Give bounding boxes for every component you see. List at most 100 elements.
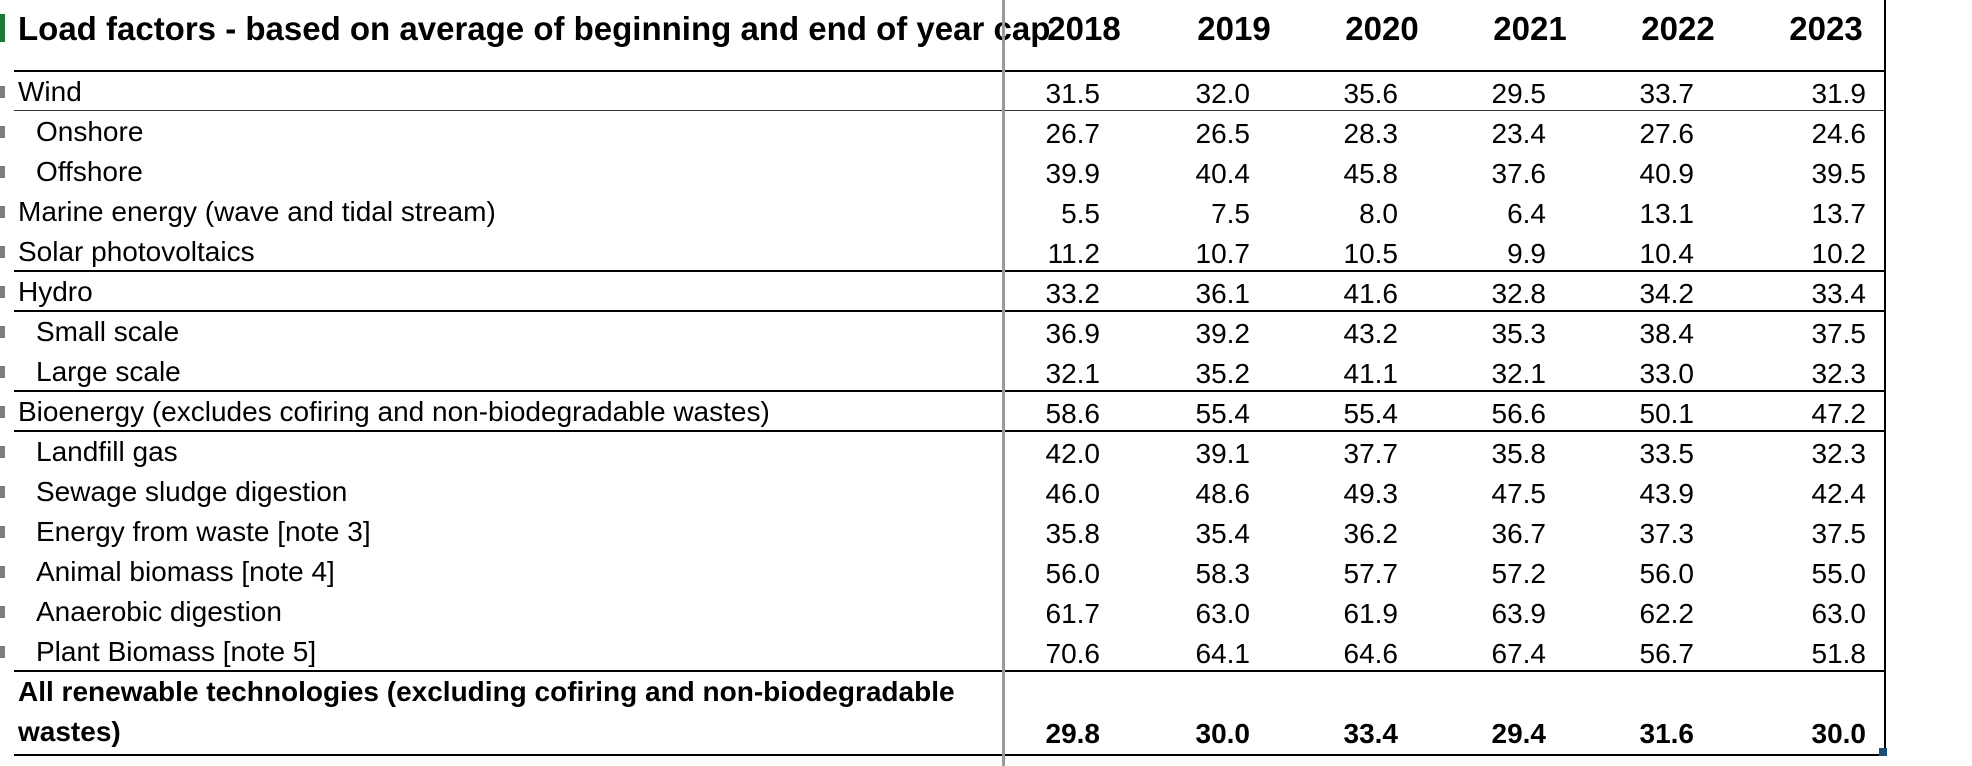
cell-2020[interactable]: 36.2 xyxy=(1343,518,1399,549)
cell-2023[interactable]: 33.4 xyxy=(1811,278,1867,309)
cell-2021[interactable]: 32.1 xyxy=(1491,358,1547,389)
cell-2021[interactable]: 9.9 xyxy=(1507,238,1546,269)
row-label[interactable]: Animal biomass [note 4] xyxy=(36,556,335,587)
cell-2022[interactable]: 10.4 xyxy=(1639,238,1695,269)
cell-2023[interactable]: 31.9 xyxy=(1811,78,1867,109)
cell-2021[interactable]: 67.4 xyxy=(1491,638,1547,669)
cell-2019[interactable]: 32.0 xyxy=(1195,78,1251,109)
cell-2018[interactable]: 33.2 xyxy=(1045,278,1101,309)
cell-2018[interactable]: 46.0 xyxy=(1045,478,1101,509)
cell-2023[interactable]: 32.3 xyxy=(1811,358,1867,389)
row-label[interactable]: Energy from waste [note 3] xyxy=(36,516,371,547)
cell-2023[interactable]: 13.7 xyxy=(1811,198,1867,229)
total-cell-2021[interactable]: 29.4 xyxy=(1491,718,1547,749)
cell-2023[interactable]: 10.2 xyxy=(1811,238,1867,269)
row-label[interactable]: Bioenergy (excludes cofiring and non-bio… xyxy=(18,396,770,427)
fill-handle[interactable] xyxy=(1879,748,1887,756)
cell-2021[interactable]: 63.9 xyxy=(1491,598,1547,629)
cell-2022[interactable]: 33.7 xyxy=(1639,78,1695,109)
cell-2018[interactable]: 36.9 xyxy=(1045,318,1101,349)
cell-2018[interactable]: 31.5 xyxy=(1045,78,1101,109)
cell-2023[interactable]: 55.0 xyxy=(1811,558,1867,589)
row-label[interactable]: Anaerobic digestion xyxy=(36,596,282,627)
cell-2021[interactable]: 23.4 xyxy=(1491,118,1547,149)
cell-2019[interactable]: 48.6 xyxy=(1195,478,1251,509)
table-title[interactable]: Load factors - based on average of begin… xyxy=(18,10,1051,47)
cell-2020[interactable]: 45.8 xyxy=(1343,158,1399,189)
cell-2020[interactable]: 64.6 xyxy=(1343,638,1399,669)
cell-2018[interactable]: 42.0 xyxy=(1045,438,1101,469)
cell-2020[interactable]: 41.6 xyxy=(1343,278,1399,309)
cell-2022[interactable]: 56.7 xyxy=(1639,638,1695,669)
total-label-line2[interactable]: wastes) xyxy=(18,716,121,747)
cell-2020[interactable]: 35.6 xyxy=(1343,78,1399,109)
cell-2021[interactable]: 47.5 xyxy=(1491,478,1547,509)
cell-2023[interactable]: 32.3 xyxy=(1811,438,1867,469)
total-cell-2022[interactable]: 31.6 xyxy=(1639,718,1695,749)
row-label[interactable]: Onshore xyxy=(36,116,144,147)
cell-2021[interactable]: 56.6 xyxy=(1491,398,1547,429)
cell-2018[interactable]: 58.6 xyxy=(1045,398,1101,429)
cell-2018[interactable]: 39.9 xyxy=(1045,158,1101,189)
cell-2022[interactable]: 56.0 xyxy=(1639,558,1695,589)
year-header-2018[interactable]: 2018 xyxy=(1047,10,1121,47)
year-header-2022[interactable]: 2022 xyxy=(1641,10,1715,47)
cell-2023[interactable]: 24.6 xyxy=(1811,118,1867,149)
cell-2019[interactable]: 10.7 xyxy=(1195,238,1251,269)
cell-2020[interactable]: 49.3 xyxy=(1343,478,1399,509)
cell-2022[interactable]: 34.2 xyxy=(1639,278,1695,309)
cell-2021[interactable]: 57.2 xyxy=(1491,558,1547,589)
cell-2019[interactable]: 58.3 xyxy=(1195,558,1251,589)
cell-2022[interactable]: 33.0 xyxy=(1639,358,1695,389)
cell-2023[interactable]: 51.8 xyxy=(1811,638,1867,669)
total-cell-2023[interactable]: 30.0 xyxy=(1811,718,1867,749)
row-label[interactable]: Offshore xyxy=(36,156,143,187)
cell-2022[interactable]: 37.3 xyxy=(1639,518,1695,549)
cell-2023[interactable]: 42.4 xyxy=(1811,478,1867,509)
cell-2022[interactable]: 38.4 xyxy=(1639,318,1695,349)
cell-2022[interactable]: 62.2 xyxy=(1639,598,1695,629)
cell-2018[interactable]: 56.0 xyxy=(1045,558,1101,589)
cell-2020[interactable]: 8.0 xyxy=(1359,198,1398,229)
cell-2020[interactable]: 37.7 xyxy=(1343,438,1399,469)
cell-2020[interactable]: 43.2 xyxy=(1343,318,1399,349)
total-cell-2018[interactable]: 29.8 xyxy=(1045,718,1101,749)
row-label[interactable]: Hydro xyxy=(18,276,93,307)
cell-2018[interactable]: 26.7 xyxy=(1045,118,1101,149)
total-label-line1[interactable]: All renewable technologies (excluding co… xyxy=(18,676,955,707)
cell-2018[interactable]: 35.8 xyxy=(1045,518,1101,549)
cell-2019[interactable]: 7.5 xyxy=(1211,198,1250,229)
row-label[interactable]: Sewage sludge digestion xyxy=(36,476,348,507)
cell-2022[interactable]: 43.9 xyxy=(1639,478,1695,509)
cell-2020[interactable]: 55.4 xyxy=(1343,398,1399,429)
cell-2021[interactable]: 32.8 xyxy=(1491,278,1547,309)
cell-2019[interactable]: 35.4 xyxy=(1195,518,1251,549)
cell-2019[interactable]: 40.4 xyxy=(1195,158,1251,189)
cell-2018[interactable]: 70.6 xyxy=(1045,638,1101,669)
cell-2022[interactable]: 13.1 xyxy=(1639,198,1695,229)
total-cell-2019[interactable]: 30.0 xyxy=(1195,718,1251,749)
cell-2021[interactable]: 36.7 xyxy=(1491,518,1547,549)
cell-2020[interactable]: 57.7 xyxy=(1343,558,1399,589)
cell-2021[interactable]: 35.3 xyxy=(1491,318,1547,349)
cell-2022[interactable]: 33.5 xyxy=(1639,438,1695,469)
cell-2021[interactable]: 6.4 xyxy=(1507,198,1546,229)
cell-2019[interactable]: 55.4 xyxy=(1195,398,1251,429)
row-label[interactable]: Wind xyxy=(18,76,82,107)
cell-2020[interactable]: 41.1 xyxy=(1343,358,1399,389)
year-header-2019[interactable]: 2019 xyxy=(1197,10,1271,47)
cell-2021[interactable]: 29.5 xyxy=(1491,78,1547,109)
cell-2019[interactable]: 26.5 xyxy=(1195,118,1251,149)
row-label[interactable]: Solar photovoltaics xyxy=(18,236,255,267)
cell-2019[interactable]: 63.0 xyxy=(1195,598,1251,629)
cell-2023[interactable]: 39.5 xyxy=(1811,158,1867,189)
row-label[interactable]: Landfill gas xyxy=(36,436,178,467)
total-cell-2020[interactable]: 33.4 xyxy=(1343,718,1399,749)
year-header-2023[interactable]: 2023 xyxy=(1789,10,1863,47)
cell-2023[interactable]: 63.0 xyxy=(1811,598,1867,629)
cell-2018[interactable]: 11.2 xyxy=(1047,238,1100,269)
year-header-2021[interactable]: 2021 xyxy=(1493,10,1567,47)
row-label[interactable]: Small scale xyxy=(36,316,180,347)
cell-2018[interactable]: 61.7 xyxy=(1045,598,1101,629)
cell-2022[interactable]: 50.1 xyxy=(1639,398,1695,429)
